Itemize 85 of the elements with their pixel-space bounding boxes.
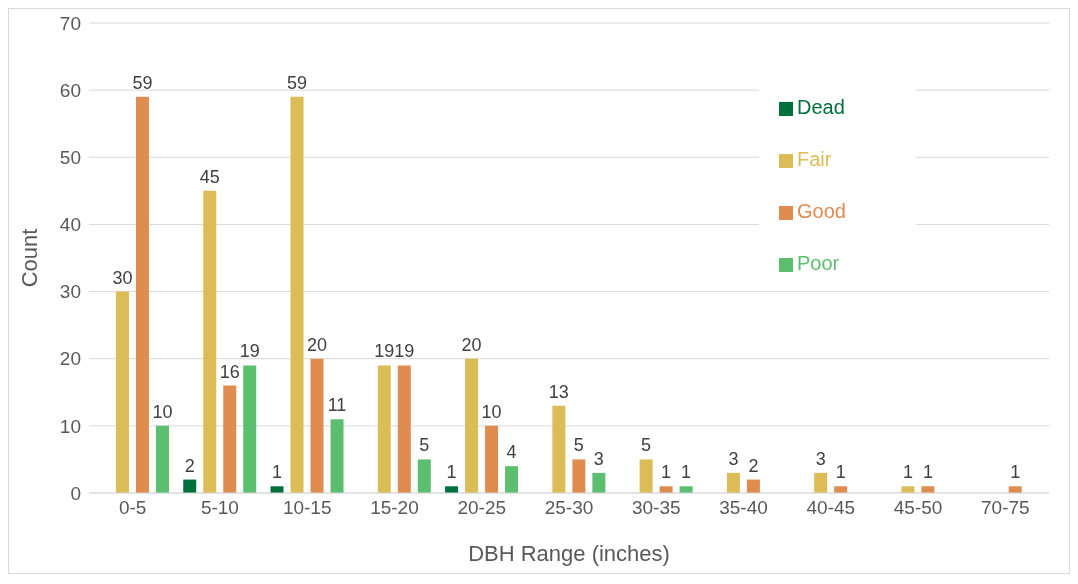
data-label: 59 (132, 72, 153, 93)
x-tick-label: 0-5 (118, 497, 147, 519)
y-tick-label: 0 (70, 482, 81, 504)
data-label: 2 (748, 455, 759, 476)
bar (552, 405, 566, 493)
bar (465, 358, 479, 493)
data-label: 13 (548, 381, 569, 402)
data-label: 1 (272, 462, 283, 483)
bar (397, 365, 411, 493)
bar (834, 486, 848, 493)
legend-label: Good (797, 200, 846, 222)
data-label: 2 (184, 455, 195, 476)
data-label: 4 (506, 442, 517, 463)
bar (679, 486, 693, 493)
bar (330, 419, 344, 493)
bar (243, 365, 257, 493)
bar (445, 486, 459, 493)
y-tick-label: 10 (59, 415, 81, 437)
data-label: 30 (112, 267, 133, 288)
x-tick-label: 15-20 (370, 497, 419, 519)
x-tick-label: 45-50 (893, 497, 943, 519)
y-tick-label: 20 (59, 348, 81, 370)
data-label: 10 (152, 401, 173, 422)
bar (377, 365, 391, 493)
data-label: 5 (641, 435, 652, 456)
x-tick-label: 70-75 (981, 497, 1030, 519)
bar (505, 466, 519, 493)
bar (639, 459, 653, 493)
data-label: 20 (307, 334, 328, 355)
bar (901, 486, 915, 493)
data-label: 45 (199, 166, 220, 187)
data-label: 11 (327, 395, 347, 416)
data-label: 59 (287, 72, 308, 93)
bar (659, 486, 673, 493)
data-label: 1 (681, 462, 692, 483)
data-label: 1 (446, 462, 457, 483)
data-label: 1 (922, 462, 933, 483)
x-tick-label: 40-45 (806, 497, 856, 519)
data-label: 19 (239, 341, 260, 362)
data-label: 3 (728, 448, 739, 469)
data-label: 3 (815, 448, 826, 469)
bar (115, 291, 129, 493)
bar (485, 425, 499, 493)
data-label: 16 (219, 361, 240, 382)
data-label: 3 (593, 448, 604, 469)
bar (572, 459, 586, 493)
x-tick-label: 10-15 (282, 497, 332, 519)
data-label: 20 (461, 334, 482, 355)
y-tick-label: 50 (59, 147, 81, 169)
bar (814, 472, 828, 493)
x-axis-title: DBH Range (inches) (468, 541, 670, 566)
data-label: 1 (661, 462, 672, 483)
bar (290, 96, 304, 493)
legend-label: Fair (797, 148, 832, 170)
y-tick-label: 70 (59, 12, 81, 34)
data-label: 19 (394, 341, 415, 362)
bar (310, 358, 324, 493)
data-label: 19 (374, 341, 395, 362)
bar (203, 190, 217, 493)
bar (417, 459, 431, 493)
bar (270, 486, 284, 493)
x-tick-label: 5-10 (200, 497, 239, 519)
legend-label: Poor (797, 252, 840, 274)
bar (921, 486, 935, 493)
data-label: 1 (1010, 462, 1021, 483)
data-label: 10 (481, 401, 502, 422)
bar (155, 425, 169, 493)
bar (1008, 486, 1022, 493)
data-label: 5 (573, 435, 584, 456)
x-tick-label: 25-30 (544, 497, 594, 519)
y-tick-label: 30 (59, 281, 81, 303)
data-label: 1 (902, 462, 913, 483)
bar (726, 472, 740, 493)
x-tick-label: 30-35 (631, 497, 681, 519)
bar (592, 472, 606, 493)
data-label: 5 (419, 435, 430, 456)
legend-label: Dead (797, 96, 845, 118)
x-tick-label: 35-40 (719, 497, 768, 519)
y-tick-label: 60 (59, 79, 81, 101)
y-tick-label: 40 (59, 214, 81, 236)
bar (135, 96, 149, 493)
y-axis-title: Count (16, 228, 42, 288)
x-tick-label: 20-25 (457, 497, 507, 519)
data-label: 1 (835, 462, 846, 483)
bar (223, 385, 237, 493)
